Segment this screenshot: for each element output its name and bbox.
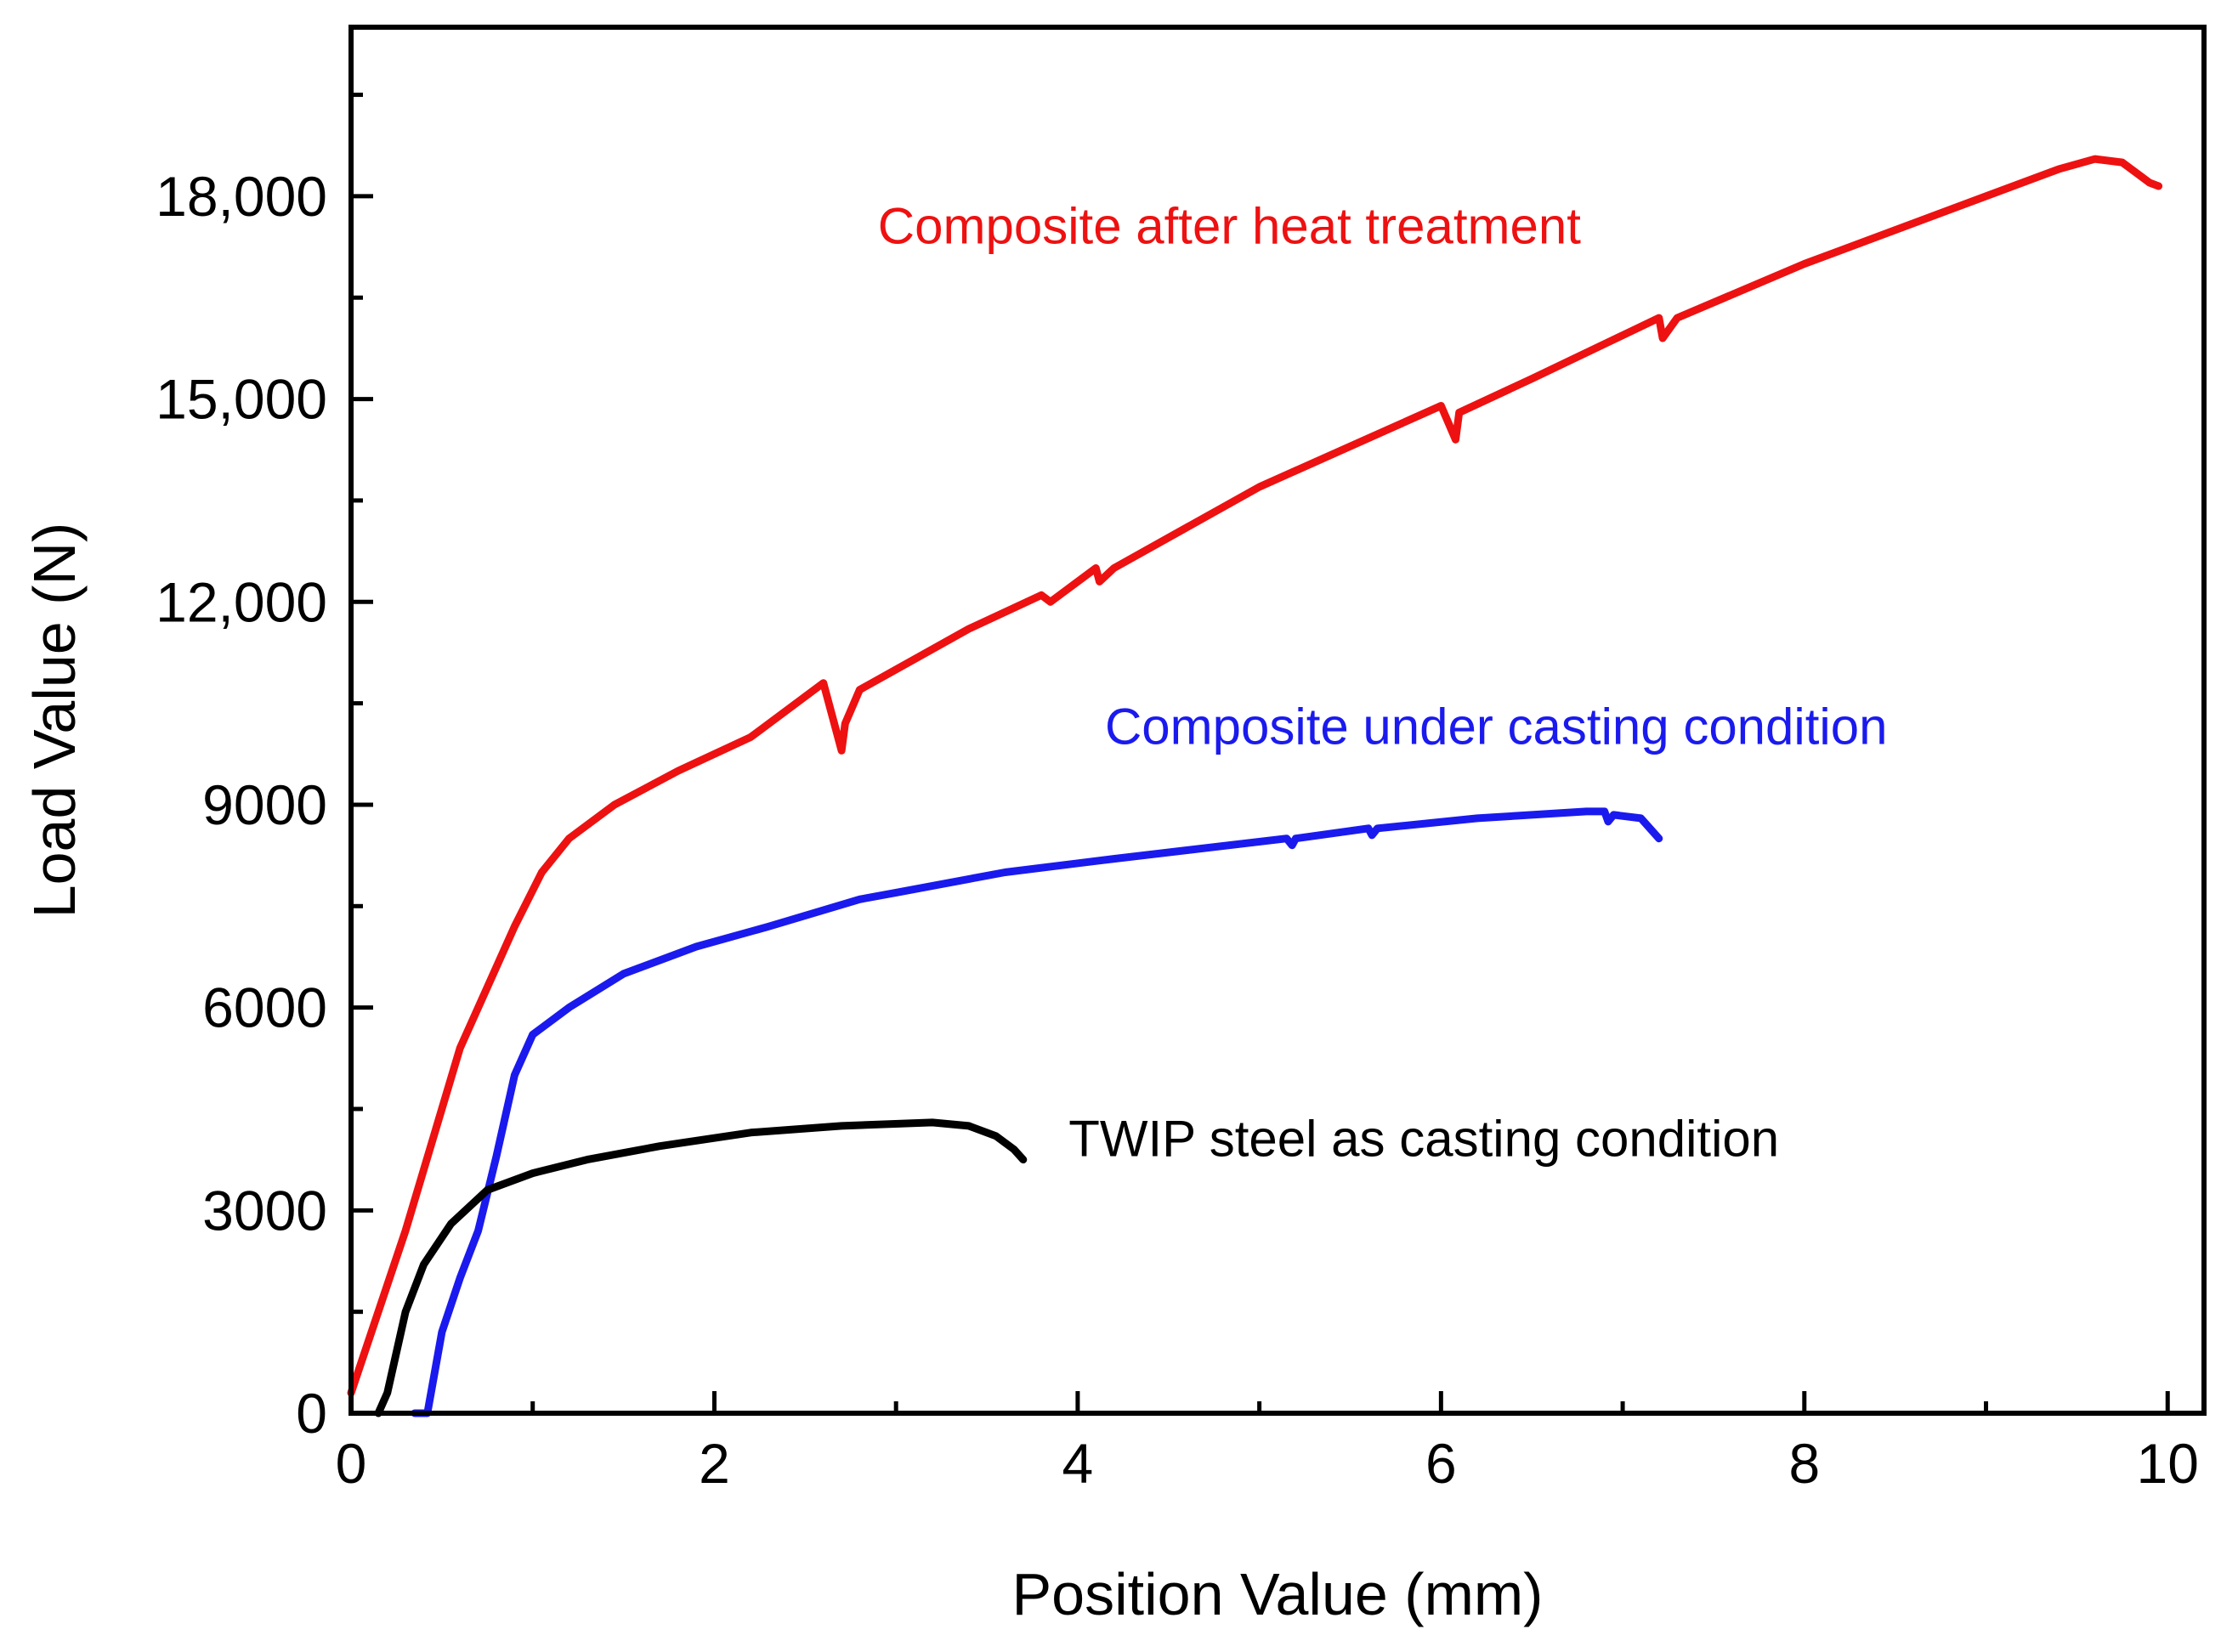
y-tick-label: 15,000 <box>156 368 327 431</box>
x-axis-title: Position Value (mm) <box>1011 1561 1543 1627</box>
x-tick-label: 10 <box>2137 1432 2199 1495</box>
x-tick-labels: 0 2 4 6 8 10 <box>336 1432 2199 1495</box>
x-tick-label: 4 <box>1062 1432 1094 1495</box>
x-tick-label: 2 <box>699 1432 730 1495</box>
y-tick-label: 6000 <box>202 976 327 1039</box>
y-axis-title: Load Value (N) <box>21 523 88 919</box>
x-tick-label: 6 <box>1425 1432 1457 1495</box>
y-tick-label: 0 <box>296 1382 327 1445</box>
series-line-2 <box>411 807 1663 1417</box>
series-labels: Composite after heat treatment Composite … <box>878 198 1888 1168</box>
x-tick-label: 8 <box>1788 1432 1820 1495</box>
y-tick-labels: 0 3000 6000 9000 12,000 15,000 18,000 <box>156 165 327 1445</box>
y-tick-label: 3000 <box>202 1179 327 1242</box>
series-line-1 <box>347 155 2163 1397</box>
tick-marks <box>348 93 2170 1416</box>
y-tick-label: 9000 <box>202 773 327 836</box>
series-group <box>347 155 2163 1417</box>
y-tick-label: 12,000 <box>156 570 327 633</box>
plot-frame <box>348 25 2207 1416</box>
x-tick-label: 0 <box>336 1432 367 1495</box>
series-label-2: Composite under casting condition <box>1105 698 1888 755</box>
series-line-3 <box>374 1118 1028 1417</box>
series-label-3: TWIP steel as casting condition <box>1068 1111 1779 1168</box>
series-label-1: Composite after heat treatment <box>878 198 1581 255</box>
y-tick-label: 18,000 <box>156 165 327 228</box>
